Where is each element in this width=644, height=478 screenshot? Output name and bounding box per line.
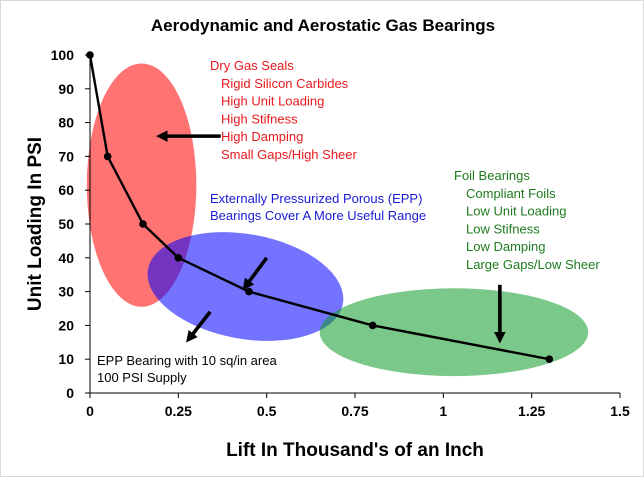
data-point bbox=[545, 355, 554, 364]
arrows-layer bbox=[156, 130, 506, 344]
annotation-line: EPP Bearing with 10 sq/in area bbox=[97, 353, 277, 368]
x-axis-label: Lift In Thousand's of an Inch bbox=[226, 440, 484, 461]
annotation-line: Externally Pressurized Porous (EPP) bbox=[210, 191, 422, 206]
epp-bearing-note: EPP Bearing with 10 sq/in area 100 PSI Su… bbox=[97, 353, 277, 385]
y-tick-labels: 0 10 20 30 40 50 60 70 80 90 100 bbox=[51, 47, 90, 401]
y-tick-label: 50 bbox=[58, 216, 74, 232]
annotation-line: High Unit Loading bbox=[221, 94, 324, 109]
y-tick-label: 80 bbox=[58, 115, 74, 131]
y-tick-label: 40 bbox=[58, 250, 74, 266]
annotation-line: Small Gaps/High Sheer bbox=[221, 147, 358, 162]
bearing-regions bbox=[86, 63, 589, 377]
data-point bbox=[139, 220, 147, 228]
annotation-line: Low Damping bbox=[466, 239, 546, 254]
x-tick-label: 1.25 bbox=[518, 403, 545, 419]
y-tick-label: 20 bbox=[58, 317, 74, 333]
annotation-line: Dry Gas Seals bbox=[210, 58, 294, 73]
data-point bbox=[174, 253, 183, 262]
epp-range-annotation: Externally Pressurized Porous (EPP) Beari… bbox=[210, 191, 426, 223]
foil-bearing-region bbox=[319, 288, 589, 377]
annotation-arrow bbox=[186, 310, 212, 343]
annotation-arrow bbox=[242, 256, 269, 291]
y-tick-label: 30 bbox=[58, 284, 74, 300]
annotation-line: Large Gaps/Low Sheer bbox=[466, 257, 600, 272]
chart-title: Aerodynamic and Aerostatic Gas Bearings bbox=[151, 16, 495, 35]
dry-gas-seals-annotation: Dry Gas Seals Rigid Silicon Carbides High … bbox=[210, 58, 358, 162]
data-point bbox=[245, 287, 253, 296]
y-axis-label: Unit Loading In PSI bbox=[25, 137, 46, 311]
annotation-line: Foil Bearings bbox=[454, 168, 530, 183]
y-tick-label: 90 bbox=[58, 81, 74, 97]
annotation-line: Bearings Cover A More Useful Range bbox=[210, 208, 426, 223]
x-tick-label: 1 bbox=[439, 403, 447, 419]
data-point bbox=[103, 152, 112, 161]
annotation-line: High Stifness bbox=[221, 111, 298, 126]
y-tick-label: 60 bbox=[58, 182, 74, 198]
data-point bbox=[86, 51, 94, 59]
y-tick-label: 100 bbox=[51, 47, 75, 63]
annotation-line: Compliant Foils bbox=[466, 186, 556, 201]
y-tick-label: 0 bbox=[66, 385, 74, 401]
annotation-line: High Damping bbox=[221, 129, 303, 144]
x-tick-label: 0 bbox=[86, 403, 94, 419]
x-tick-labels: 0 0.25 0.5 0.75 1 1.25 1.5 bbox=[86, 393, 630, 419]
y-tick-label: 70 bbox=[58, 148, 74, 164]
x-tick-label: 0.5 bbox=[257, 403, 277, 419]
annotation-line: Low Stifness bbox=[466, 221, 540, 236]
y-tick-label: 10 bbox=[58, 351, 74, 367]
annotation-line: Low Unit Loading bbox=[466, 204, 566, 219]
x-tick-label: 0.25 bbox=[165, 403, 192, 419]
x-tick-label: 0.75 bbox=[341, 403, 368, 419]
foil-bearings-annotation: Foil Bearings Compliant Foils Low Unit Loa… bbox=[454, 168, 600, 272]
data-point bbox=[368, 321, 377, 330]
annotation-line: 100 PSI Supply bbox=[97, 370, 187, 385]
annotation-line: Rigid Silicon Carbides bbox=[221, 76, 349, 91]
x-tick-label: 1.5 bbox=[610, 403, 630, 419]
